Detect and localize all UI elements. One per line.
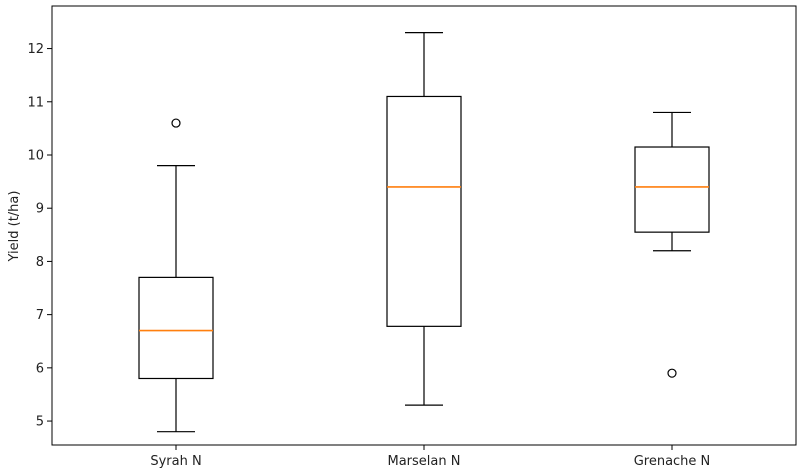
iqr-box bbox=[138, 276, 214, 380]
x-tick-label: Syrah N bbox=[150, 454, 201, 469]
boxes bbox=[138, 32, 710, 433]
y-tick-label: 9 bbox=[36, 202, 44, 217]
y-tick-label: 7 bbox=[36, 308, 44, 323]
box-group bbox=[138, 118, 214, 433]
iqr-box bbox=[386, 95, 462, 327]
x-axis: Syrah N Marselan N Grenache N bbox=[150, 445, 710, 469]
outlier-point bbox=[667, 368, 677, 378]
y-tick-label: 11 bbox=[27, 95, 44, 110]
y-axis: 5 6 7 8 9 10 11 12 bbox=[27, 42, 52, 430]
box-group bbox=[386, 32, 462, 406]
y-tick-label: 5 bbox=[36, 415, 44, 430]
y-axis-label: Yield (t/ha) bbox=[7, 191, 22, 263]
y-tick-label: 12 bbox=[27, 42, 44, 57]
y-tick-label: 6 bbox=[36, 361, 44, 376]
box-group bbox=[634, 111, 710, 378]
outlier-point bbox=[171, 118, 181, 128]
y-tick-label: 10 bbox=[27, 148, 44, 163]
iqr-box bbox=[634, 146, 710, 233]
y-tick-label: 8 bbox=[36, 255, 44, 270]
x-tick-label: Grenache N bbox=[634, 454, 711, 469]
x-tick-label: Marselan N bbox=[388, 454, 461, 469]
